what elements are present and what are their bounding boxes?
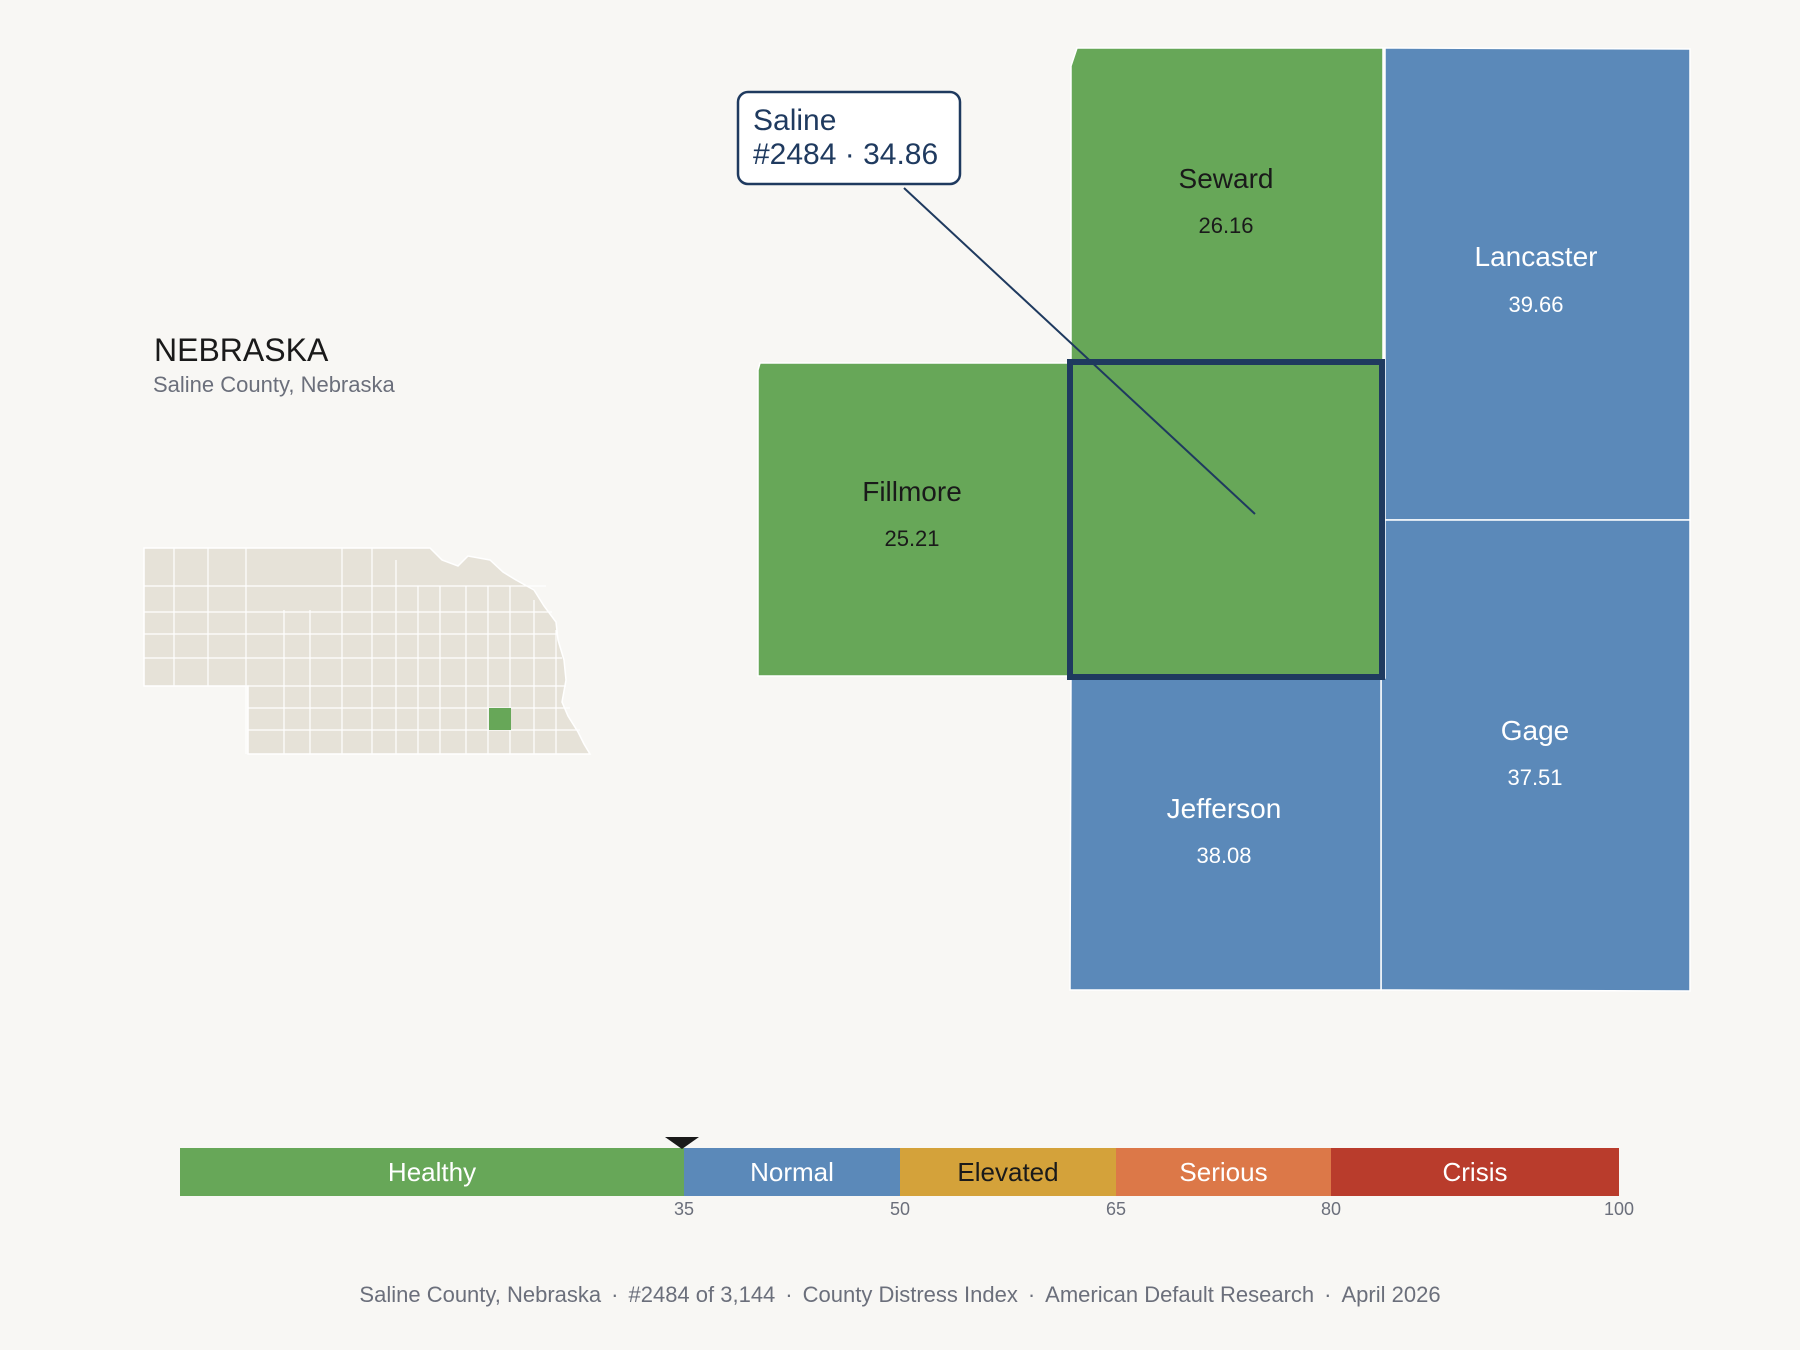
legend-label-crisis: Crisis: [1443, 1157, 1508, 1187]
footer-publisher: American Default Research: [1045, 1282, 1315, 1307]
footer-index-name: County Distress Index: [802, 1282, 1018, 1307]
county-saline-selected[interactable]: [1067, 359, 1385, 680]
state-subtitle: Saline County, Nebraska: [153, 372, 395, 397]
jefferson-name: Jefferson: [1167, 793, 1282, 824]
distress-legend: Healthy Normal Elevated Serious Crisis 35 50 65…: [180, 1137, 1634, 1219]
legend-band-normal: [684, 1148, 900, 1196]
county-fillmore[interactable]: Fillmore 25.21: [757, 362, 1072, 677]
fillmore-value: 25.21: [884, 526, 939, 551]
legend-tick-35: 35: [674, 1199, 694, 1219]
lancaster-value: 39.66: [1508, 292, 1563, 317]
footer: Saline County, Nebraska · #2484 of 3,144 · C…: [359, 1282, 1441, 1307]
footer-location: Saline County, Nebraska: [359, 1282, 602, 1307]
legend-label-elevated: Elevated: [957, 1157, 1058, 1187]
legend-band-crisis: [1331, 1148, 1619, 1196]
legend-tick-65: 65: [1106, 1199, 1126, 1219]
lancaster-name: Lancaster: [1475, 241, 1598, 272]
county-seward[interactable]: Seward 26.16: [1070, 47, 1384, 362]
callout-county-name: Saline: [753, 104, 836, 137]
state-title: NEBRASKA: [154, 332, 329, 368]
gage-name: Gage: [1501, 715, 1570, 746]
inset-saline-highlight: [489, 708, 511, 730]
seward-name: Seward: [1179, 163, 1274, 194]
legend-marker-icon: [664, 1137, 699, 1149]
callout-leader-line: [903, 187, 1256, 515]
footer-rank: #2484 of 3,144: [628, 1282, 776, 1307]
gage-value: 37.51: [1507, 765, 1562, 790]
nebraska-inset-map: [143, 547, 592, 755]
callout: Saline #2484 · 34.86: [736, 90, 1256, 515]
footer-date: April 2026: [1341, 1282, 1441, 1307]
legend-band-serious: [1116, 1148, 1331, 1196]
county-lancaster[interactable]: Lancaster 39.66: [1384, 47, 1691, 521]
legend-label-healthy: Healthy: [388, 1157, 476, 1187]
legend-band-healthy: [180, 1148, 684, 1196]
county-jefferson[interactable]: Jefferson 38.08: [1069, 677, 1382, 991]
seward-value: 26.16: [1198, 213, 1253, 238]
legend-label-serious: Serious: [1179, 1157, 1267, 1187]
legend-tick-80: 80: [1321, 1199, 1341, 1219]
fillmore-name: Fillmore: [862, 476, 962, 507]
legend-tick-100: 100: [1604, 1199, 1634, 1219]
jefferson-value: 38.08: [1196, 843, 1251, 868]
legend-band-elevated: [900, 1148, 1116, 1196]
county-gage[interactable]: Gage 37.51: [1380, 519, 1691, 992]
legend-tick-50: 50: [890, 1199, 910, 1219]
callout-box: [736, 90, 962, 186]
legend-label-normal: Normal: [750, 1157, 834, 1187]
callout-rank-score: #2484 · 34.86: [753, 138, 938, 171]
